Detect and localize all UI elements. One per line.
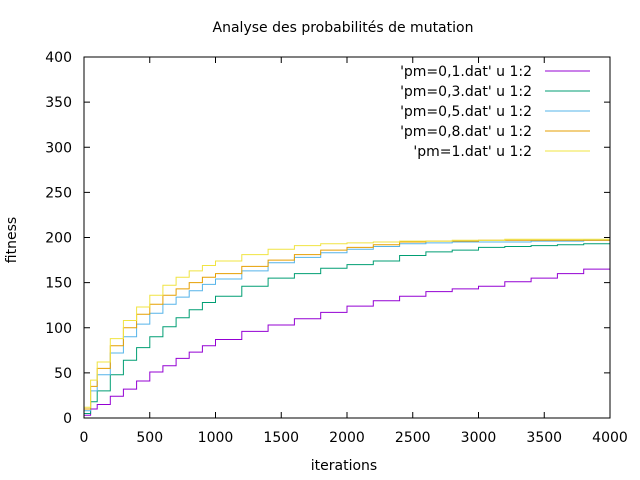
x-tick-label: 3000 [461, 430, 497, 446]
x-tick-label: 0 [80, 430, 89, 446]
series-line-2 [84, 243, 610, 414]
x-tick-label: 1000 [198, 430, 234, 446]
y-tick-label: 0 [63, 411, 72, 427]
legend-label-1: 'pm=0,1.dat' u 1:2 [400, 64, 532, 80]
plot-frame [83, 56, 611, 419]
series-line-5 [84, 238, 611, 408]
y-tick-label: 150 [45, 276, 72, 292]
legend-label-4: 'pm=0,8.dat' u 1:2 [400, 124, 532, 140]
series-line-1 [84, 263, 611, 416]
y-tick-label: 300 [45, 140, 72, 156]
y-axis-ticks: 0 50 100 150 200 250 300 350 400 [45, 50, 610, 427]
x-tick-label: 2500 [395, 430, 431, 446]
y-tick-label: 50 [54, 366, 72, 382]
series-lines [84, 238, 611, 416]
x-axis-ticks: 0 500 1000 1500 2000 2500 3000 3500 4000 [80, 57, 628, 446]
x-axis-label: iterations [311, 458, 377, 474]
y-axis-label: fitness [4, 217, 20, 263]
legend-label-2: 'pm=0,3.dat' u 1:2 [400, 84, 532, 100]
legend-label-3: 'pm=0,5.dat' u 1:2 [400, 104, 532, 120]
chart-title: Analyse des probabilités de mutation [213, 20, 474, 36]
y-tick-label: 250 [45, 185, 72, 201]
y-tick-label: 400 [45, 50, 72, 66]
y-tick-label: 100 [45, 321, 72, 337]
x-tick-label: 4000 [592, 430, 628, 446]
y-tick-label: 200 [45, 231, 72, 247]
x-tick-label: 500 [136, 430, 163, 446]
legend-label-5: 'pm=1.dat' u 1:2 [413, 144, 532, 160]
x-tick-label: 3500 [526, 430, 562, 446]
x-tick-label: 1500 [263, 430, 299, 446]
legend: 'pm=0,1.dat' u 1:2 'pm=0,3.dat' u 1:2 'pm=… [400, 64, 590, 160]
y-tick-label: 350 [45, 95, 72, 111]
x-tick-label: 2000 [329, 430, 365, 446]
